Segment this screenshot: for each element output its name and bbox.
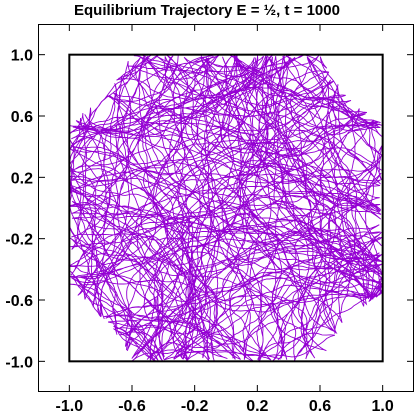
y-tick-label: -0.6: [5, 293, 33, 310]
y-tick-label: 0.2: [11, 170, 33, 187]
x-tick-label: -1.0: [56, 398, 84, 415]
y-tick-label: 1.0: [11, 48, 33, 65]
x-tick-label: 0.2: [246, 398, 268, 415]
x-tick-label: 0.6: [309, 398, 331, 415]
boundary-box: [68, 53, 384, 363]
trajectory-series: [68, 54, 384, 363]
y-tick-label: -1.0: [5, 354, 33, 371]
x-tick-label: -0.6: [118, 398, 146, 415]
chart-title: Equilibrium Trajectory E = ½, t = 1000: [74, 2, 340, 19]
y-tick-label: 0.6: [11, 109, 33, 126]
trajectory-line: [68, 54, 384, 363]
x-tick-label: -0.2: [181, 398, 209, 415]
y-tick-label: -0.2: [5, 232, 33, 249]
axis-ticks: -1.0 -0.6 -0.2 0.2 0.6 1.0 1.0 0.6 0.2 -0.2 -0.6 -1…: [5, 24, 414, 415]
x-tick-label: 1.0: [372, 398, 394, 415]
